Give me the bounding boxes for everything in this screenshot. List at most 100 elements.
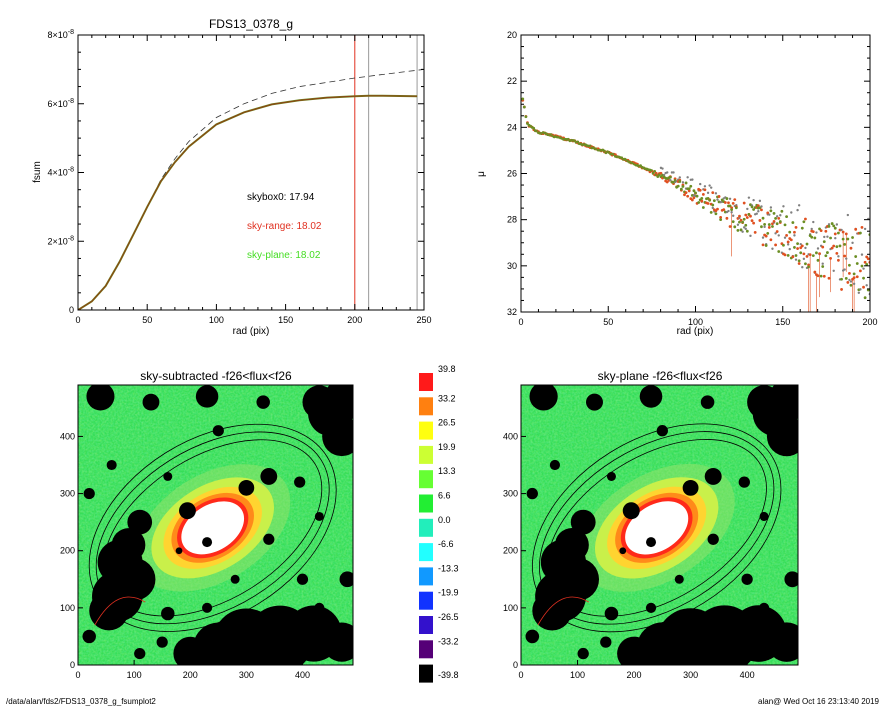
sky-plane-point bbox=[733, 225, 737, 229]
sky-plane-point bbox=[827, 224, 831, 228]
mask-blob bbox=[700, 395, 715, 409]
sky-range-point bbox=[733, 198, 737, 202]
skybox0-point bbox=[849, 280, 853, 283]
skybox0-point bbox=[801, 266, 804, 269]
skybox0-point bbox=[768, 213, 771, 216]
skybox0-point bbox=[832, 269, 835, 272]
skybox0-point bbox=[779, 214, 782, 217]
mask-blob bbox=[324, 385, 353, 414]
sky-plane-point bbox=[750, 205, 754, 209]
sky-plane-point bbox=[761, 216, 765, 220]
sb-profile-frame bbox=[520, 34, 871, 313]
skybox0-point bbox=[749, 234, 752, 238]
sky-plane-point bbox=[763, 222, 767, 226]
sky-plane-point bbox=[813, 236, 817, 240]
x-tick-label: 150 bbox=[278, 315, 293, 325]
sky-plane-point bbox=[815, 251, 818, 255]
aperture-ellipse bbox=[546, 439, 767, 617]
y-tick-label: 200 bbox=[60, 546, 75, 556]
mask-blob bbox=[645, 602, 657, 613]
x-tick-label: 0 bbox=[518, 317, 523, 327]
colorbar-swatch bbox=[419, 616, 433, 634]
sky-plane-point bbox=[819, 274, 823, 278]
skybox0-point bbox=[865, 284, 868, 287]
sky-range-point bbox=[777, 216, 781, 220]
x-tick-label: 250 bbox=[416, 315, 431, 325]
mask-blob bbox=[260, 468, 278, 485]
mask-blob bbox=[554, 528, 589, 562]
skybox0-point bbox=[812, 220, 815, 224]
growth-curve-ylabel: fsum bbox=[32, 161, 43, 183]
sky-plane-point bbox=[653, 169, 657, 173]
colorbar-label: -19.9 bbox=[438, 588, 459, 598]
sky-range-point bbox=[827, 276, 831, 280]
skybox0-point bbox=[758, 199, 762, 203]
x-tick-label: 50 bbox=[142, 315, 152, 325]
sky-plane-point bbox=[855, 262, 859, 265]
x-tick-label: 150 bbox=[775, 317, 790, 327]
skybox0-point bbox=[796, 208, 799, 212]
sky-range-point bbox=[659, 171, 663, 175]
mask-blob bbox=[766, 416, 798, 457]
sky-range-point bbox=[717, 195, 721, 198]
skybox0-point bbox=[666, 171, 669, 174]
sky-plane-point bbox=[687, 187, 691, 191]
sky-plane-point bbox=[782, 243, 785, 247]
x-tick-label: 200 bbox=[627, 670, 642, 680]
sky-range-point bbox=[829, 256, 832, 260]
sky-range-point bbox=[706, 202, 710, 205]
sky-range-point bbox=[819, 229, 823, 233]
aperture-ellipse bbox=[95, 431, 330, 625]
sky-subtracted-image-panel: sky-subtracted -f26<flux<f26 00 100 100 200… bbox=[60, 369, 354, 680]
x-tick-label: 100 bbox=[127, 670, 142, 680]
sky-range-point bbox=[837, 258, 840, 262]
skybox0-point bbox=[681, 181, 685, 184]
galaxy-core bbox=[625, 501, 689, 555]
skybox0-point bbox=[777, 234, 780, 237]
skybox0-point bbox=[863, 227, 867, 231]
sky-range-point bbox=[722, 208, 726, 212]
colorbar-swatch bbox=[419, 591, 433, 610]
y-tick-label: 22 bbox=[507, 76, 517, 86]
skybox0-point bbox=[797, 204, 801, 207]
aperture-arc bbox=[94, 596, 146, 626]
colorbar-swatch bbox=[419, 640, 433, 659]
colorbar-swatch bbox=[419, 397, 433, 416]
y-tick-label: 4×10-8 bbox=[47, 167, 74, 178]
figure-canvas: FDS13_0378_g 0 50 100 150 200 25002×10-84×10-… bbox=[32, 17, 878, 683]
y-tick-label: 0 bbox=[69, 305, 74, 315]
sky-plane-point bbox=[736, 228, 740, 232]
skybox0-point bbox=[662, 173, 666, 177]
mask-blob bbox=[738, 476, 750, 488]
colorbar-label: -13.3 bbox=[438, 563, 459, 573]
colorbar-swatch bbox=[419, 494, 433, 513]
skybox0-point bbox=[846, 213, 850, 217]
skybox0-point bbox=[848, 278, 851, 282]
skybox0-point bbox=[760, 205, 763, 208]
growth-curve-title: FDS13_0378_g bbox=[209, 17, 293, 31]
sky-plane-point bbox=[532, 126, 536, 130]
sky-plane-point bbox=[714, 212, 718, 216]
skybox0-point bbox=[857, 291, 861, 294]
sky-range-point bbox=[791, 255, 795, 259]
skybox0-point bbox=[761, 236, 765, 239]
sky-plane-point bbox=[695, 194, 699, 198]
colorbar-label: -33.2 bbox=[438, 636, 459, 646]
sky-plane-point bbox=[679, 187, 683, 191]
skybox0-point bbox=[706, 191, 710, 195]
y-tick-label: 400 bbox=[503, 431, 518, 441]
skybox0-point bbox=[669, 178, 672, 182]
sky-range-point bbox=[786, 240, 790, 244]
mask-blob bbox=[656, 425, 668, 437]
skybox0-point bbox=[716, 198, 719, 201]
sky-plane-point bbox=[738, 220, 741, 224]
sky-plane-point bbox=[793, 246, 796, 249]
aperture-ellipse bbox=[532, 423, 782, 633]
skybox0-point bbox=[711, 206, 714, 210]
sky-range-point bbox=[789, 238, 793, 242]
mask-blob bbox=[556, 557, 600, 601]
skybox0-point bbox=[763, 225, 766, 229]
mask-blob bbox=[322, 622, 353, 662]
sky-plane-point bbox=[854, 255, 858, 258]
skybox0-point bbox=[731, 214, 735, 217]
